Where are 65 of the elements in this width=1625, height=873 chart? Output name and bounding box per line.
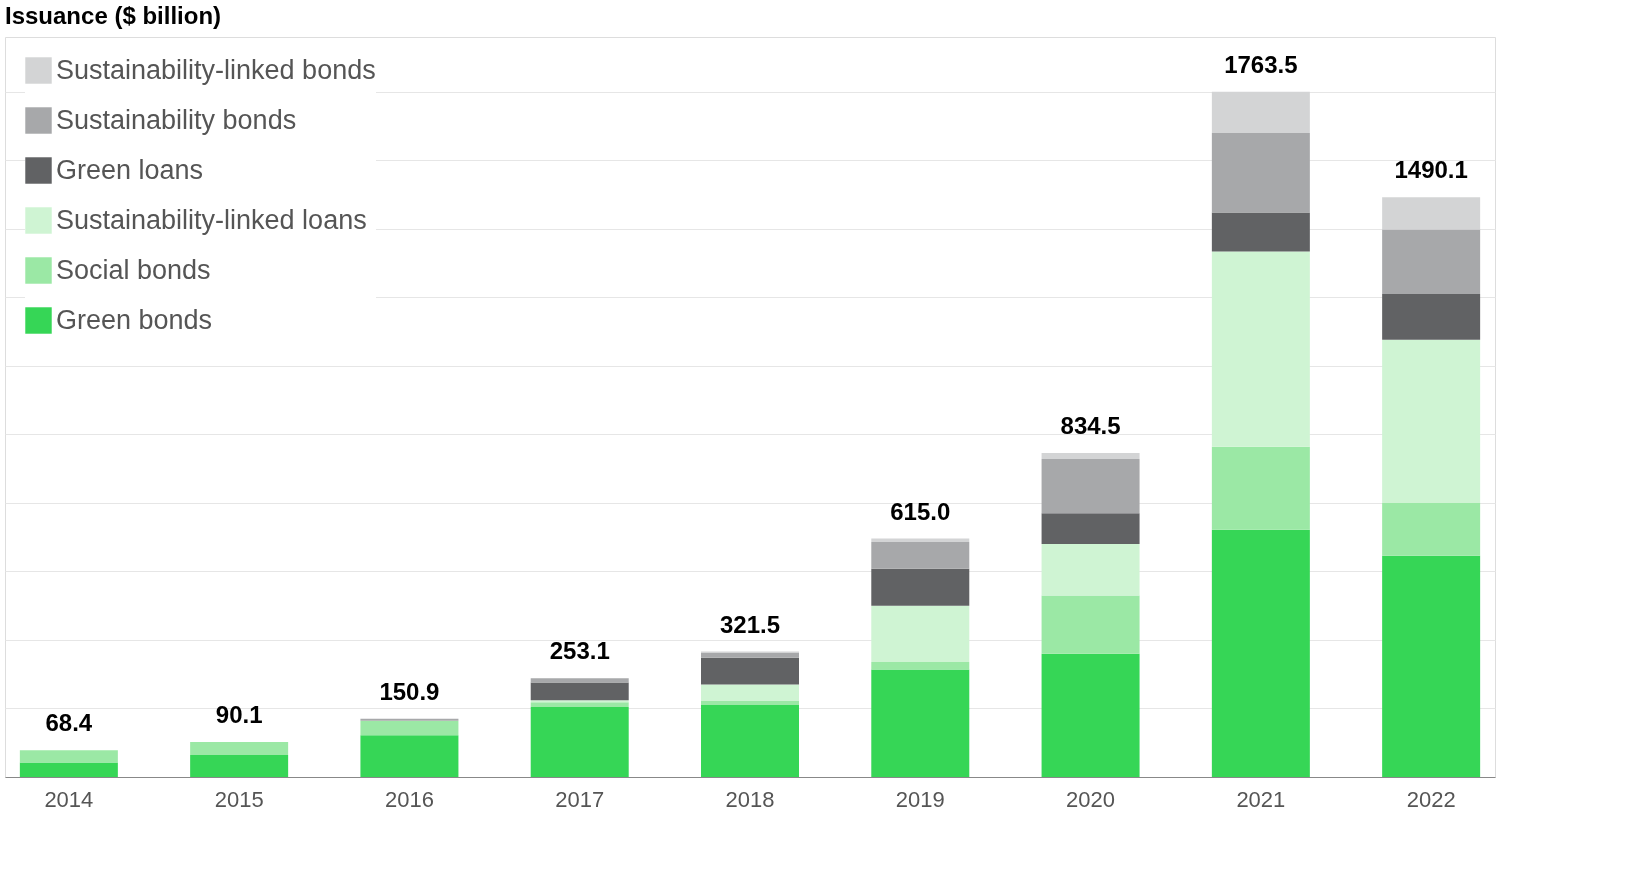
bar (701, 684, 799, 701)
bar (1382, 229, 1481, 294)
bar (1211, 91, 1310, 133)
annotation: 1490.1 (1394, 156, 1468, 184)
bar (530, 702, 629, 708)
bar (1382, 293, 1481, 340)
bar (1382, 339, 1481, 503)
bar (1211, 132, 1310, 213)
bar (1382, 555, 1481, 777)
x-tick-label: 2021 (1236, 786, 1286, 812)
annotation: 150.9 (379, 677, 440, 705)
legend-label: Green loans (56, 154, 204, 185)
bar (701, 652, 799, 658)
x-tick-label: 2014 (44, 786, 94, 812)
bar (530, 678, 629, 683)
bar (1211, 529, 1310, 777)
legend-label: Sustainability bonds (56, 104, 297, 135)
bar (19, 750, 118, 763)
x-tick-label: 2018 (725, 786, 775, 812)
annotation: 68.4 (45, 709, 93, 737)
bar (1382, 502, 1481, 556)
bar (1041, 459, 1140, 514)
bar (190, 755, 289, 777)
legend-label: Green bonds (56, 304, 213, 335)
bar (1041, 452, 1140, 460)
x-tick-label: 2017 (555, 786, 605, 812)
bar (19, 762, 118, 777)
x-tick-label: 2019 (895, 786, 945, 812)
bar (360, 720, 459, 736)
bar (1211, 251, 1310, 447)
bar (871, 541, 970, 569)
annotation: 1763.5 (1224, 50, 1298, 78)
bar (1041, 544, 1140, 596)
bar (530, 682, 629, 701)
bar (701, 705, 799, 777)
bar (1382, 197, 1481, 230)
bar (701, 700, 799, 706)
annotation: 253.1 (549, 637, 610, 665)
x-tick-label: 2016 (384, 786, 434, 812)
bar (701, 657, 799, 685)
bar (871, 605, 970, 662)
bar (1041, 595, 1140, 654)
bar (871, 669, 970, 777)
legend-label: Sustainability-linked loans (56, 204, 367, 235)
legend-label: Sustainability-linked bonds (56, 54, 376, 85)
annotation: 615.0 (890, 497, 951, 525)
bar (1211, 446, 1310, 530)
bar (360, 718, 459, 721)
annotation: 321.5 (719, 610, 781, 638)
x-tick-label: 2022 (1406, 786, 1456, 812)
x-tick-label: 2020 (1066, 786, 1116, 812)
x-tick-label: 2015 (214, 786, 264, 812)
bar (871, 568, 970, 606)
bar (1041, 513, 1140, 545)
bar (1211, 212, 1310, 252)
legend-label: Social bonds (56, 254, 211, 285)
bar (1041, 653, 1140, 777)
annotation: 90.1 (215, 701, 263, 729)
bar (530, 707, 629, 777)
bar (871, 661, 970, 670)
bar (360, 735, 459, 777)
bar (530, 700, 629, 703)
chart-title: Issuance ($ billion) (5, 2, 222, 29)
annotation: 834.5 (1060, 411, 1121, 439)
bar (190, 742, 289, 756)
